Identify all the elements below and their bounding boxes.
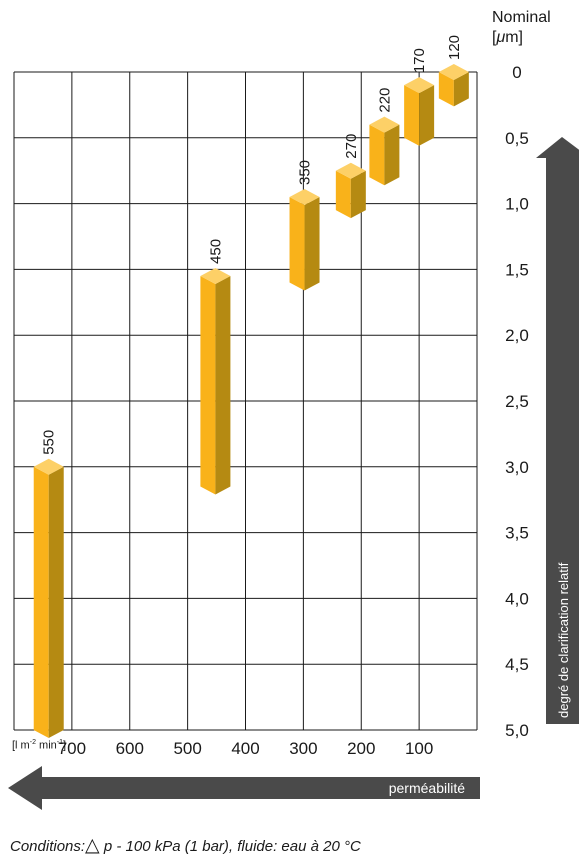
vertical-arrow-label: degré de clarification relatif	[556, 562, 571, 718]
horizontal-arrow-label: perméabilité	[389, 780, 465, 796]
bar-120: 120	[438, 35, 469, 107]
conditions-note: Conditions:△ p - 100 kPa (1 bar), fluide…	[10, 834, 361, 857]
bar-front	[438, 72, 454, 107]
bar-label: 120	[446, 35, 463, 60]
vertical-arrow: degré de clarification relatif	[536, 137, 579, 724]
bar-270: 270	[335, 134, 366, 219]
y-tick-label: 3,0	[505, 458, 529, 477]
y-tick-label: 2,0	[505, 326, 529, 345]
vertical-arrow-body	[546, 158, 579, 724]
unit-title-line2: [μm]	[492, 28, 551, 48]
conditions-prefix: Conditions:	[10, 838, 86, 855]
y-tick-label: 4,5	[505, 655, 529, 674]
y-tick-label: 1,0	[505, 195, 529, 214]
bar-front	[200, 275, 216, 495]
bar-side	[453, 72, 469, 107]
x-tick-label: 400	[231, 739, 259, 758]
y-axis-unit-title: Nominal [μm]	[492, 8, 551, 48]
x-tick-label: 700	[58, 739, 86, 758]
y-tick-label: 1,5	[505, 260, 529, 279]
x-unit-exp2: -1	[56, 739, 63, 746]
bar-top	[200, 267, 231, 284]
y-tick-label: 0	[512, 63, 521, 82]
y-tick-label: 2,5	[505, 392, 529, 411]
bar-top	[438, 64, 469, 80]
bar-side	[48, 466, 64, 738]
bar-front	[289, 197, 305, 291]
bar-170: 170	[404, 48, 435, 146]
y-tick-label: 0,5	[505, 129, 529, 148]
y-axis-ticks: 0 0,5 1,0 1,5 2,0 2,5 3,0 3,5 4,0 4,5 5,0	[505, 63, 529, 740]
y-tick-label: 4,0	[505, 589, 529, 608]
bar-side	[304, 197, 320, 291]
bars: 550 450 350 270 220 170 120	[33, 35, 469, 738]
horizontal-arrow: perméabilité	[8, 766, 480, 810]
bar-front	[369, 124, 385, 186]
x-tick-label: 200	[347, 739, 375, 758]
y-tick-label: 5,0	[505, 721, 529, 740]
bar-front	[33, 466, 49, 738]
x-tick-label: 600	[116, 739, 144, 758]
x-axis-unit: [l m-2 min-1]	[12, 739, 66, 752]
bar-350: 350	[289, 160, 320, 291]
bar-220: 220	[369, 88, 400, 186]
x-unit-close: ]	[62, 739, 67, 752]
conditions-text: p - 100 kPa (1 bar), fluide: eau à 20 °C	[99, 838, 361, 855]
bar-label: 220	[376, 88, 393, 113]
bar-top	[335, 162, 366, 179]
unit-title-line1: Nominal	[492, 9, 551, 26]
bar-label: 350	[297, 160, 314, 185]
bar-450: 450	[200, 239, 231, 495]
bar-label: 270	[343, 134, 360, 159]
bar-top	[404, 77, 435, 94]
bar-550: 550	[33, 430, 64, 738]
unit-rest: m]	[505, 29, 523, 46]
x-tick-label: 300	[289, 739, 317, 758]
horizontal-arrow-shape	[8, 766, 480, 810]
bar-front	[335, 170, 351, 219]
bar-front	[404, 85, 420, 146]
y-tick-label: 3,5	[505, 524, 529, 543]
unit-open: [	[492, 29, 497, 46]
unit-mu: μ	[496, 29, 506, 46]
x-tick-label: 500	[173, 739, 201, 758]
bar-top	[369, 116, 400, 133]
x-unit-mid: min	[35, 739, 57, 752]
bar-side	[384, 124, 400, 186]
bar-label: 170	[411, 48, 428, 73]
bar-top	[289, 189, 320, 206]
x-tick-label: 100	[405, 739, 433, 758]
bar-label: 450	[207, 239, 224, 264]
bar-top	[33, 458, 64, 475]
x-unit-base: [l m	[12, 739, 30, 752]
x-unit-exp1: -2	[29, 739, 36, 746]
vertical-arrow-head	[536, 137, 579, 158]
grid	[13, 71, 478, 731]
delta-icon: △	[85, 835, 100, 856]
bar-label: 550	[41, 430, 58, 455]
bar-side	[350, 170, 366, 219]
x-axis-ticks: 700 600 500 400 300 200 100	[58, 739, 434, 758]
bar-side	[419, 85, 435, 146]
bar-side	[215, 275, 231, 495]
